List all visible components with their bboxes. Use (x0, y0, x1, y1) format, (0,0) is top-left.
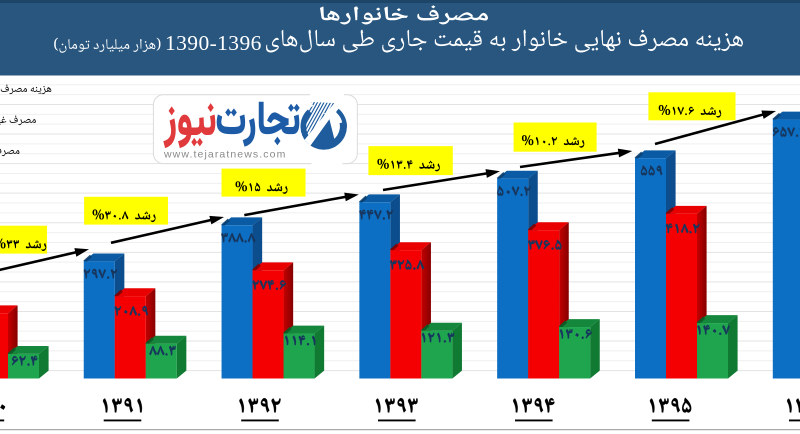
svg-text:www.tejaratnews.com: www.tejaratnews.com (163, 149, 286, 161)
svg-text:1390-1396: 1390-1396 (165, 31, 262, 55)
